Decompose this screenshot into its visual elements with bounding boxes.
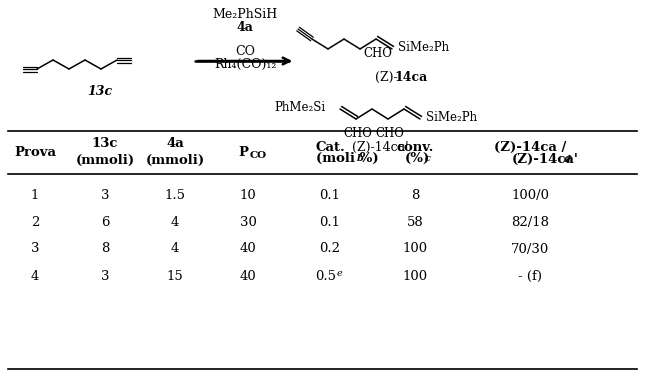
Text: CHO: CHO (364, 46, 392, 59)
Text: 10: 10 (240, 188, 256, 202)
Text: 14ca: 14ca (394, 71, 428, 83)
Text: 3: 3 (101, 188, 109, 202)
Text: (Z)-14ca': (Z)-14ca' (352, 141, 408, 153)
Text: 70/30: 70/30 (511, 242, 549, 255)
Text: 100: 100 (402, 270, 428, 282)
Text: 4a
(mmoli): 4a (mmoli) (145, 137, 204, 167)
Text: 13c: 13c (88, 85, 113, 98)
Text: (Z)-14ca /: (Z)-14ca / (494, 141, 566, 153)
Text: 40: 40 (240, 270, 256, 282)
Text: Me₂PhSiH: Me₂PhSiH (212, 7, 277, 21)
Text: (%): (%) (405, 151, 430, 165)
Text: Prova: Prova (14, 145, 56, 159)
Text: 15: 15 (166, 270, 183, 282)
Text: 4: 4 (171, 215, 179, 229)
Text: 4: 4 (171, 242, 179, 255)
Text: 2: 2 (31, 215, 39, 229)
Text: (Z)-14ca': (Z)-14ca' (512, 153, 579, 166)
Text: (Z)-: (Z)- (375, 71, 397, 83)
Text: 0.5: 0.5 (315, 270, 337, 282)
Text: 100: 100 (402, 242, 428, 255)
Text: 82/18: 82/18 (511, 215, 549, 229)
Text: CO: CO (235, 45, 255, 58)
Text: 40: 40 (240, 242, 256, 255)
Text: 3: 3 (31, 242, 39, 255)
Text: 8: 8 (411, 188, 419, 202)
Text: CO: CO (250, 150, 267, 159)
Text: 4a: 4a (237, 21, 253, 34)
Text: 8: 8 (101, 242, 109, 255)
Text: 6: 6 (101, 215, 109, 229)
Text: 58: 58 (406, 215, 423, 229)
Text: (moli %): (moli %) (316, 151, 379, 165)
Text: SiMe₂Ph: SiMe₂Ph (399, 40, 450, 53)
Text: 0.2: 0.2 (319, 242, 341, 255)
Text: 4: 4 (31, 270, 39, 282)
Text: CHO: CHO (344, 126, 372, 140)
Text: 1: 1 (31, 188, 39, 202)
Text: c: c (425, 153, 431, 162)
Text: 0.1: 0.1 (319, 188, 341, 202)
Text: SiMe₂Ph: SiMe₂Ph (426, 110, 477, 123)
Text: 13c
(mmoli): 13c (mmoli) (75, 137, 135, 167)
Text: e: e (336, 269, 342, 278)
Text: PhMe₂Si: PhMe₂Si (274, 101, 326, 113)
Text: 100/0: 100/0 (511, 188, 549, 202)
Text: 3: 3 (101, 270, 109, 282)
Text: 1.5: 1.5 (164, 188, 186, 202)
Text: Rh₄(CO)₁₂: Rh₄(CO)₁₂ (213, 58, 276, 71)
Text: 30: 30 (239, 215, 257, 229)
Text: d: d (564, 154, 571, 163)
Text: Cat.: Cat. (315, 141, 345, 153)
Text: P: P (238, 145, 248, 159)
Text: - (f): - (f) (518, 270, 542, 282)
Text: b: b (357, 153, 364, 162)
Text: 0.1: 0.1 (319, 215, 341, 229)
Text: conv.: conv. (396, 141, 433, 153)
Text: CHO: CHO (375, 126, 404, 140)
